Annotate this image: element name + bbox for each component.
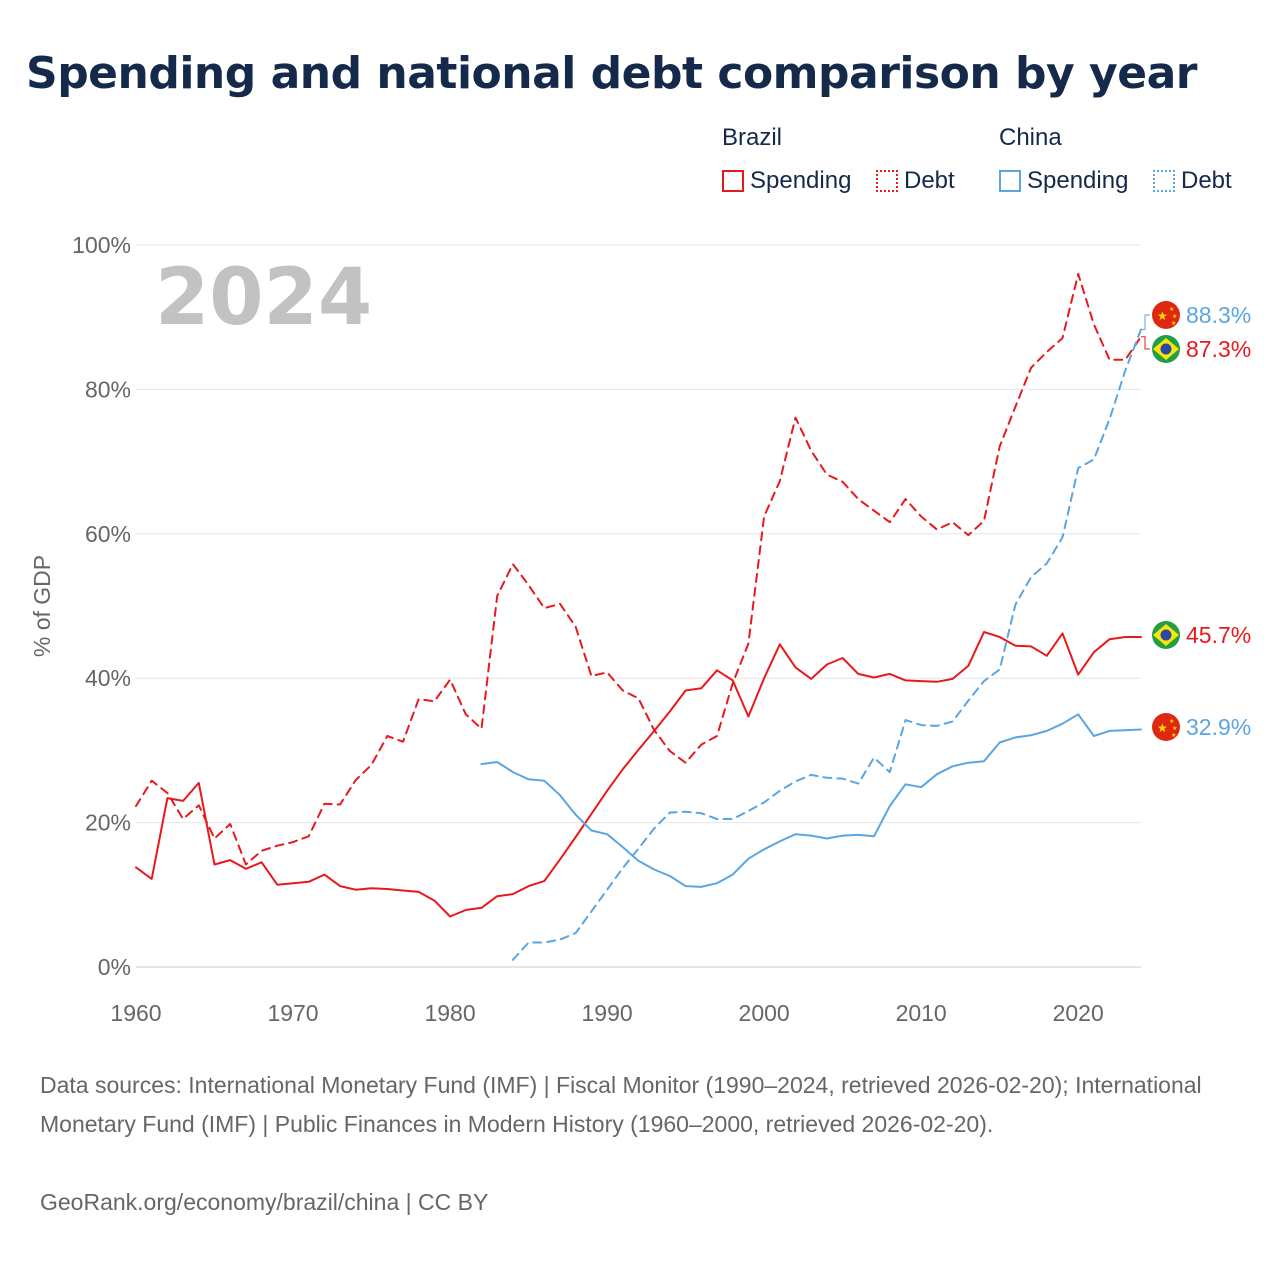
x-axis-labels: 1960 1970 1980 1990 2000 2010 2020	[110, 1000, 1103, 1026]
end-label-china-spending: ★ ★ ★ ★ 32.9%	[1152, 713, 1251, 741]
legend-label: Spending	[750, 167, 852, 194]
page-title: Spending and national debt comparison by…	[26, 48, 1197, 99]
dotted-line-swatch-icon	[1153, 170, 1175, 192]
credit-link[interactable]: GeoRank.org/economy/brazil/china | CC BY	[40, 1189, 489, 1215]
svg-text:★: ★	[1169, 306, 1174, 313]
china-flag-icon: ★ ★ ★ ★	[1152, 713, 1180, 741]
connector-brazil-debt	[1141, 336, 1150, 350]
legend-item-china-spending[interactable]: Spending	[999, 166, 1128, 196]
brazil-flag-icon	[1152, 621, 1180, 649]
legend-item-brazil-debt[interactable]: Debt	[876, 166, 955, 196]
x-tick-label: 1980	[424, 1000, 475, 1026]
legend-label: Debt	[904, 167, 955, 194]
line-chart: 0% 20% 40% 60% 80% 100% 1960 1970 1980 1990 2000 2…	[29, 232, 1251, 1026]
y-tick-label: 100%	[72, 232, 131, 258]
end-label-china-debt: ★ ★ ★ ★ 88.3%	[1152, 301, 1251, 329]
china-flag-icon: ★ ★ ★ ★	[1152, 301, 1180, 329]
legend-label: Spending	[1027, 167, 1129, 194]
svg-text:★: ★	[1172, 313, 1177, 320]
end-value-label: 32.9%	[1186, 714, 1251, 740]
x-tick-label: 1990	[582, 1000, 633, 1026]
svg-text:★: ★	[1171, 732, 1176, 739]
y-axis-labels: 0% 20% 40% 60% 80% 100%	[72, 232, 131, 980]
legend-title-china: China	[999, 124, 1062, 151]
end-value-label: 88.3%	[1186, 302, 1251, 328]
solid-line-swatch-icon	[722, 170, 744, 192]
x-tick-label: 2020	[1053, 1000, 1104, 1026]
svg-text:★: ★	[1169, 718, 1174, 725]
end-label-brazil-spending: 45.7%	[1152, 621, 1251, 649]
svg-text:★: ★	[1171, 320, 1176, 327]
brazil-flag-icon	[1152, 335, 1180, 363]
y-tick-label: 20%	[85, 810, 131, 836]
series-lines	[135, 272, 1142, 961]
y-tick-label: 60%	[85, 521, 131, 547]
x-tick-label: 1970	[267, 1000, 318, 1026]
x-tick-label: 1960	[110, 1000, 161, 1026]
x-tick-label: 2000	[739, 1000, 790, 1026]
end-label-brazil-debt: 87.3%	[1152, 335, 1251, 363]
svg-text:★: ★	[1157, 721, 1168, 735]
grid-lines	[136, 244, 1141, 968]
data-sources-note: Data sources: International Monetary Fun…	[40, 1072, 1202, 1137]
y-tick-label: 0%	[98, 954, 131, 980]
end-label-connectors	[1141, 314, 1150, 350]
legend-label: Debt	[1181, 167, 1232, 194]
series-line-brazil-debt	[135, 272, 1142, 866]
end-value-label: 45.7%	[1186, 622, 1251, 648]
legend-title-brazil: Brazil	[722, 124, 783, 151]
series-line-china-debt	[511, 328, 1142, 961]
y-tick-label: 80%	[85, 376, 131, 402]
legend-item-china-debt[interactable]: Debt	[1153, 166, 1232, 196]
svg-text:★: ★	[1172, 725, 1177, 732]
series-line-brazil-spending	[135, 631, 1142, 918]
y-tick-label: 40%	[85, 665, 131, 691]
svg-text:★: ★	[1157, 309, 1168, 323]
end-value-label: 87.3%	[1186, 336, 1251, 362]
connector-china-debt	[1141, 314, 1150, 330]
y-axis-title: % of GDP	[29, 555, 55, 657]
solid-line-swatch-icon	[999, 170, 1021, 192]
series-line-china-spending	[480, 713, 1142, 888]
dotted-line-swatch-icon	[876, 170, 898, 192]
legend-item-brazil-spending[interactable]: Spending	[722, 166, 851, 196]
x-tick-label: 2010	[896, 1000, 947, 1026]
year-watermark: 2024	[155, 253, 372, 343]
